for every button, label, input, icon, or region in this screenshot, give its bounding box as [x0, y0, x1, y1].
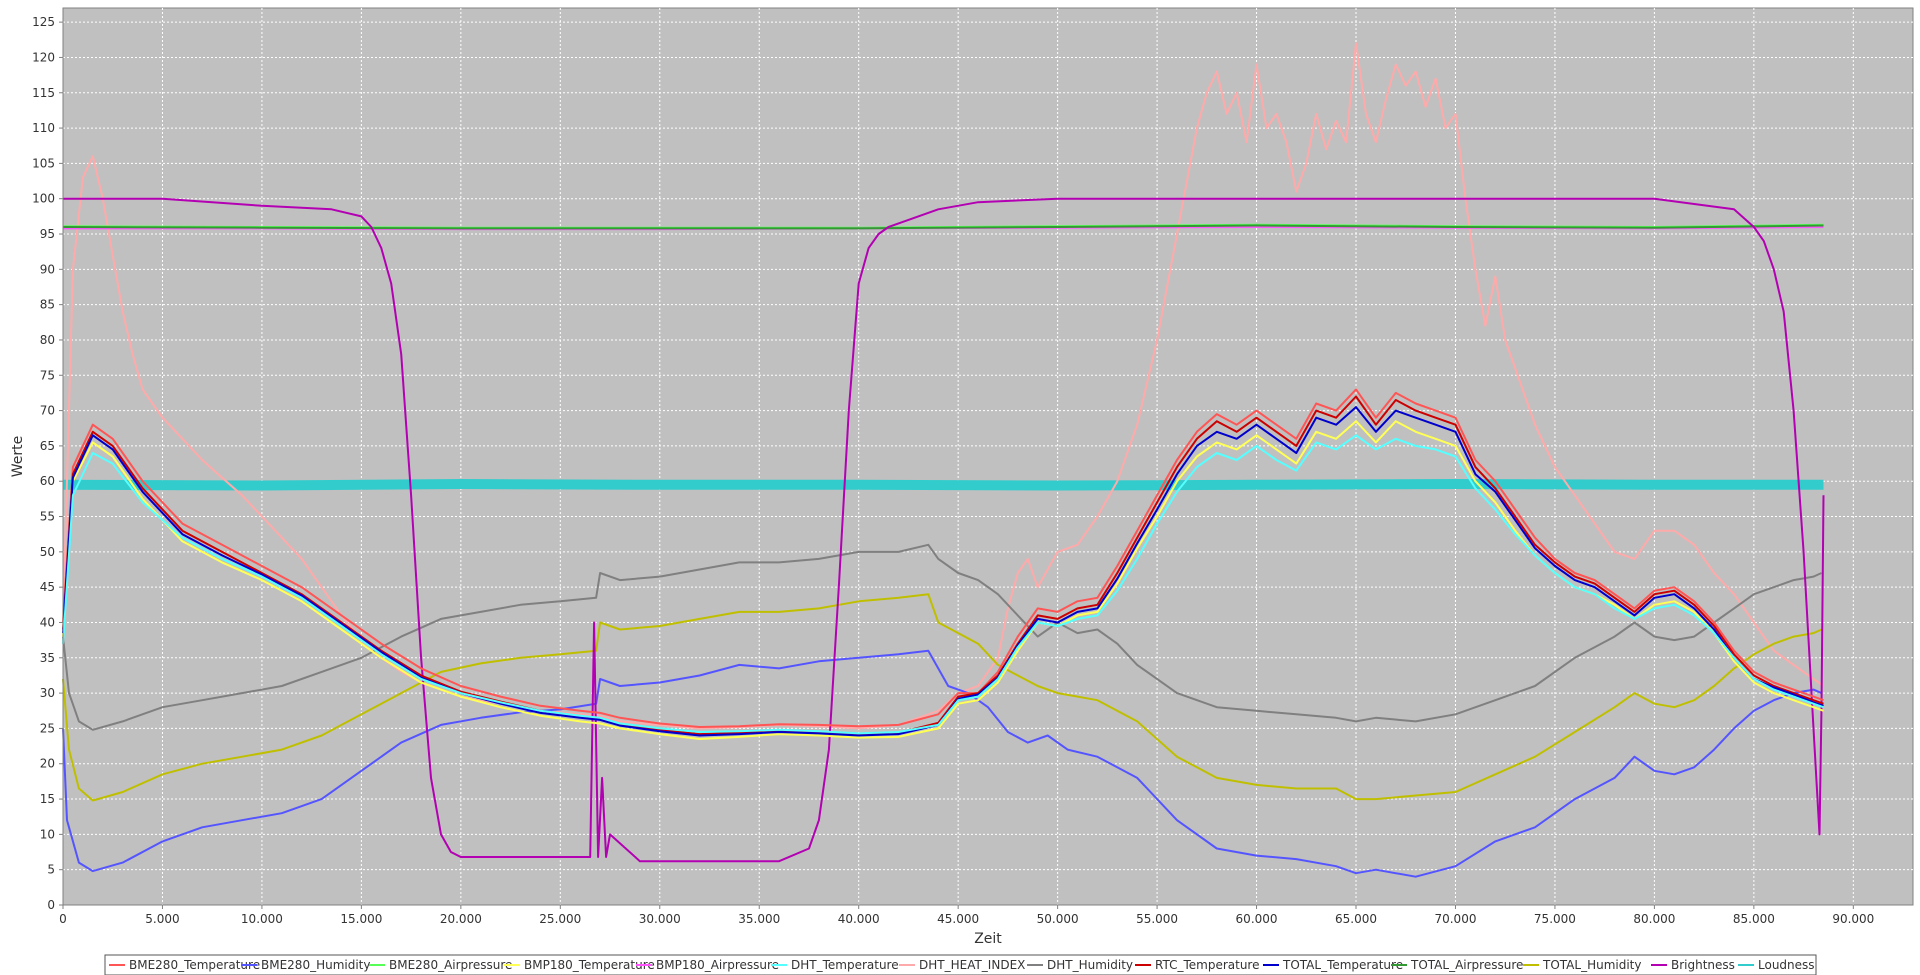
- y-tick-label: 75: [40, 368, 55, 382]
- legend: BME280_Temperature BME280_Humidity BME280_…: [104, 954, 1817, 975]
- legend-box: [104, 954, 1817, 975]
- y-tick-label: 60: [40, 474, 55, 488]
- legend-label: BME280_Airpressure: [389, 958, 512, 972]
- y-tick-label: 30: [40, 686, 55, 700]
- legend-item: RTC_Temperature: [1135, 958, 1259, 972]
- legend-label: RTC_Temperature: [1155, 958, 1259, 972]
- y-tick-label: 100: [32, 192, 55, 206]
- y-tick-label: 5: [47, 863, 55, 877]
- y-tick-label: 70: [40, 404, 55, 418]
- y-tick-label: 125: [32, 15, 55, 29]
- legend-item: BMP180_Airpressure: [636, 958, 779, 972]
- legend-item: TOTAL_Airpressure: [1391, 958, 1523, 972]
- legend-item: DHT_Humidity: [1027, 958, 1133, 972]
- y-tick-label: 0: [47, 898, 55, 912]
- y-tick-label: 35: [40, 651, 55, 665]
- x-tick-label: 20.000: [440, 912, 482, 926]
- x-tick-label: 85.000: [1733, 912, 1775, 926]
- legend-item: Loudness: [1738, 958, 1815, 972]
- y-tick-label: 40: [40, 615, 55, 629]
- legend-label: TOTAL_Temperature: [1282, 958, 1403, 972]
- axes: 0 5.000 10.000 15.000 20.000 25.000 30.000 35.0…: [32, 8, 1913, 926]
- series-line-total-airpressure: [62, 224, 1824, 230]
- y-tick-label: 25: [40, 721, 55, 735]
- legend-label: DHT_Temperature: [791, 958, 899, 972]
- legend-item: BMP180_Temperature: [504, 958, 655, 972]
- x-tick-label: 60.000: [1236, 912, 1278, 926]
- legend-item: TOTAL_Humidity: [1523, 958, 1641, 972]
- legend-item: DHT_Temperature: [771, 958, 899, 972]
- x-tick-label: 25.000: [539, 912, 581, 926]
- legend-label: BME280_Temperature: [129, 958, 260, 972]
- gridlines: [63, 8, 1913, 905]
- plot-area: [62, 7, 1914, 906]
- x-tick-label: 0: [59, 912, 67, 926]
- y-axis-label: Werte: [10, 436, 26, 478]
- legend-label: DHT_Humidity: [1047, 958, 1133, 972]
- x-tick-label: 70.000: [1434, 912, 1476, 926]
- series-line-dht-heat-index: [62, 42, 1825, 730]
- legend-item: BME280_Temperature: [109, 958, 260, 972]
- y-tick-label: 15: [40, 792, 55, 806]
- y-tick-label: 120: [32, 50, 55, 64]
- x-tick-label: 40.000: [838, 912, 880, 926]
- x-tick-label: 15.000: [340, 912, 382, 926]
- y-tick-label: 105: [32, 156, 55, 170]
- x-tick-label: 10.000: [241, 912, 283, 926]
- y-tick-label: 55: [40, 510, 55, 524]
- x-tick-label: 55.000: [1136, 912, 1178, 926]
- legend-label: DHT_HEAT_INDEX: [919, 958, 1025, 972]
- series-line-dht-humidity: [62, 543, 1822, 731]
- x-tick-label: 35.000: [738, 912, 780, 926]
- y-tick-label: 115: [32, 86, 55, 100]
- y-tick-label: 90: [40, 262, 55, 276]
- series-line-bme280-humidity: [62, 649, 1822, 878]
- x-tick-label: 65.000: [1335, 912, 1377, 926]
- legend-item: TOTAL_Temperature: [1263, 958, 1403, 972]
- legend-item: BME280_Humidity: [241, 958, 370, 972]
- y-tick-label: 110: [32, 121, 55, 135]
- y-tick-label: 95: [40, 227, 55, 241]
- y-tick-label: 85: [40, 298, 55, 312]
- x-tick-label: 5.000: [145, 912, 179, 926]
- x-tick-label: 45.000: [937, 912, 979, 926]
- legend-label: Loudness: [1758, 958, 1815, 972]
- legend-label: BME280_Humidity: [261, 958, 370, 972]
- y-tick-label: 10: [40, 827, 55, 841]
- y-tick-label: 80: [40, 333, 55, 347]
- legend-label: TOTAL_Humidity: [1542, 958, 1641, 972]
- x-tick-label: 30.000: [639, 912, 681, 926]
- legend-item: BME280_Airpressure: [369, 958, 512, 972]
- series-line-rtc-temperature: [62, 395, 1824, 736]
- x-axis-label: Zeit: [974, 931, 1002, 947]
- series-line-brightness: [63, 197, 1825, 863]
- x-tick-label: 80.000: [1633, 912, 1675, 926]
- legend-label: BMP180_Airpressure: [656, 958, 779, 972]
- y-tick-label: 45: [40, 580, 55, 594]
- series-line-total-humidity: [62, 593, 1822, 802]
- x-tick-label: 90.000: [1832, 912, 1874, 926]
- x-tick-label: 75.000: [1534, 912, 1576, 926]
- series-lines: [62, 42, 1825, 878]
- series-line-bme280-temperature: [62, 388, 1824, 728]
- x-tick-label: 50.000: [1037, 912, 1079, 926]
- y-tick-label: 20: [40, 757, 55, 771]
- legend-label: TOTAL_Airpressure: [1410, 958, 1523, 972]
- legend-label: Brightness: [1671, 958, 1735, 972]
- legend-item: Brightness: [1651, 958, 1735, 972]
- legend-item: DHT_HEAT_INDEX: [899, 958, 1025, 972]
- series-line-loudness: [62, 479, 1824, 491]
- series-line-dht-temperature: [62, 434, 1824, 735]
- y-tick-label: 65: [40, 439, 55, 453]
- legend-label: BMP180_Temperature: [524, 958, 655, 972]
- y-tick-label: 50: [40, 545, 55, 559]
